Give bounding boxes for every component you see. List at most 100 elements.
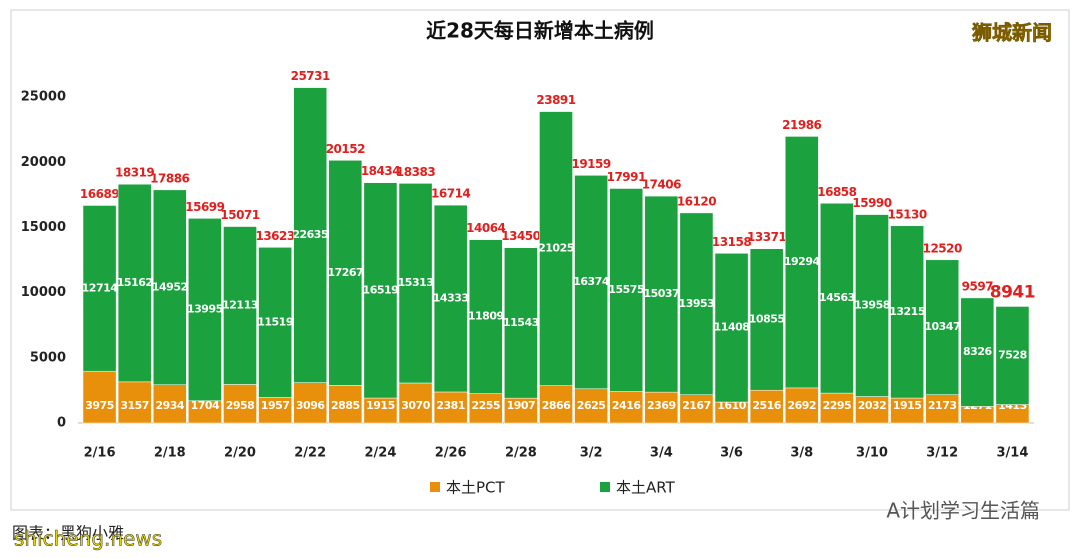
bar-segment bbox=[82, 370, 117, 424]
total-label: 13450 bbox=[501, 229, 540, 243]
total-label: 15130 bbox=[887, 207, 926, 221]
bar-segment bbox=[152, 384, 187, 424]
watermark: 狮城新闻 bbox=[972, 21, 1052, 45]
bar-segment bbox=[574, 388, 608, 424]
value-label: 2692 bbox=[787, 399, 816, 412]
value-label: 2381 bbox=[436, 399, 465, 412]
bar-segment bbox=[258, 397, 292, 424]
bar-segment bbox=[784, 136, 819, 389]
y-tick-label: 15000 bbox=[21, 220, 66, 235]
total-label: 17406 bbox=[642, 178, 681, 192]
legend-label: 本土ART bbox=[616, 479, 676, 497]
value-label: 16374 bbox=[573, 275, 610, 288]
value-label: 16519 bbox=[363, 283, 399, 296]
value-label: 14563 bbox=[819, 291, 855, 304]
x-tick-label: 3/12 bbox=[926, 446, 958, 461]
total-label: 23891 bbox=[536, 93, 575, 107]
bar-segment bbox=[820, 392, 854, 424]
y-tick-label: 20000 bbox=[21, 155, 66, 170]
value-label: 11543 bbox=[503, 316, 539, 329]
value-label: 17267 bbox=[327, 266, 363, 279]
total-label: 20152 bbox=[326, 142, 365, 156]
total-label: 18319 bbox=[115, 166, 154, 180]
bar-segment bbox=[117, 183, 152, 383]
total-label: 15699 bbox=[185, 200, 224, 214]
bar-segment bbox=[820, 203, 854, 394]
bar-segment bbox=[328, 160, 363, 386]
legend-label: 本土PCT bbox=[446, 479, 506, 497]
bar-segment bbox=[890, 397, 924, 424]
value-label: 3070 bbox=[401, 399, 430, 412]
total-label: 15990 bbox=[852, 196, 891, 210]
bar-segment bbox=[504, 247, 538, 399]
bar-segment bbox=[117, 381, 152, 424]
bar-segment bbox=[644, 391, 679, 424]
y-tick-label: 0 bbox=[57, 416, 66, 431]
total-label: 13371 bbox=[747, 230, 786, 244]
x-tick-label: 3/2 bbox=[580, 446, 603, 461]
value-label: 15575 bbox=[608, 283, 644, 296]
bar-segment bbox=[223, 384, 257, 424]
bar-segment bbox=[784, 387, 819, 424]
x-tick-label: 3/14 bbox=[996, 446, 1028, 461]
value-label: 11809 bbox=[468, 310, 504, 323]
total-label: 9597 bbox=[962, 279, 994, 293]
bar-segment bbox=[960, 297, 995, 407]
total-label: 14064 bbox=[466, 221, 505, 235]
y-tick-label: 25000 bbox=[21, 90, 66, 105]
value-label: 15313 bbox=[398, 276, 434, 289]
bar-segment bbox=[609, 391, 644, 424]
value-label: 15162 bbox=[117, 276, 153, 289]
value-label: 1915 bbox=[366, 399, 395, 412]
value-label: 14333 bbox=[433, 292, 469, 305]
value-label: 22635 bbox=[292, 228, 328, 241]
total-label: 25731 bbox=[291, 69, 330, 83]
total-label: 12520 bbox=[923, 241, 962, 255]
total-label: 8941 bbox=[990, 282, 1035, 302]
total-label: 16858 bbox=[817, 185, 856, 199]
bar-segment bbox=[890, 225, 924, 399]
total-label: 18434 bbox=[361, 164, 400, 178]
legend-swatch bbox=[600, 482, 610, 492]
value-label: 14952 bbox=[152, 280, 188, 293]
total-label: 17991 bbox=[607, 170, 646, 184]
value-label: 11519 bbox=[257, 315, 293, 328]
total-label: 16714 bbox=[431, 187, 470, 201]
x-tick-label: 2/26 bbox=[435, 446, 467, 461]
bar-segment bbox=[995, 306, 1030, 405]
value-label: 2934 bbox=[155, 399, 184, 412]
bar-segment bbox=[679, 394, 714, 424]
value-label: 19294 bbox=[784, 255, 821, 268]
bar-segment bbox=[363, 397, 398, 424]
value-label: 2369 bbox=[647, 399, 676, 412]
total-label: 15071 bbox=[220, 208, 259, 222]
value-label: 3157 bbox=[120, 399, 149, 412]
value-label: 1957 bbox=[261, 399, 290, 412]
total-label: 18383 bbox=[396, 165, 435, 179]
x-tick-label: 2/24 bbox=[364, 446, 396, 461]
x-tick-label: 3/10 bbox=[856, 446, 888, 461]
bar-segment bbox=[609, 188, 644, 392]
bar-segment bbox=[293, 382, 328, 424]
bar-segment bbox=[433, 204, 468, 393]
value-label: 11408 bbox=[714, 321, 750, 334]
source-note: 图表：黑狗小雅 bbox=[12, 524, 124, 543]
y-tick-label: 5000 bbox=[30, 350, 66, 365]
bar-segment bbox=[363, 182, 398, 399]
bar-segment bbox=[223, 226, 257, 385]
bar-segment bbox=[188, 218, 222, 402]
value-label: 2167 bbox=[682, 399, 711, 412]
value-label: 2866 bbox=[542, 399, 571, 412]
value-label: 8326 bbox=[963, 345, 992, 358]
total-label: 13158 bbox=[712, 235, 751, 249]
watermark: shicheng.news bbox=[14, 527, 162, 551]
bar-segment bbox=[539, 111, 573, 386]
value-label: 10855 bbox=[749, 312, 785, 325]
x-tick-label: 3/4 bbox=[650, 446, 673, 461]
bar-segment bbox=[925, 394, 960, 424]
value-label: 1915 bbox=[893, 399, 922, 412]
bar-segment bbox=[679, 212, 714, 396]
bar-segment bbox=[152, 189, 187, 386]
x-tick-label: 2/28 bbox=[505, 446, 537, 461]
